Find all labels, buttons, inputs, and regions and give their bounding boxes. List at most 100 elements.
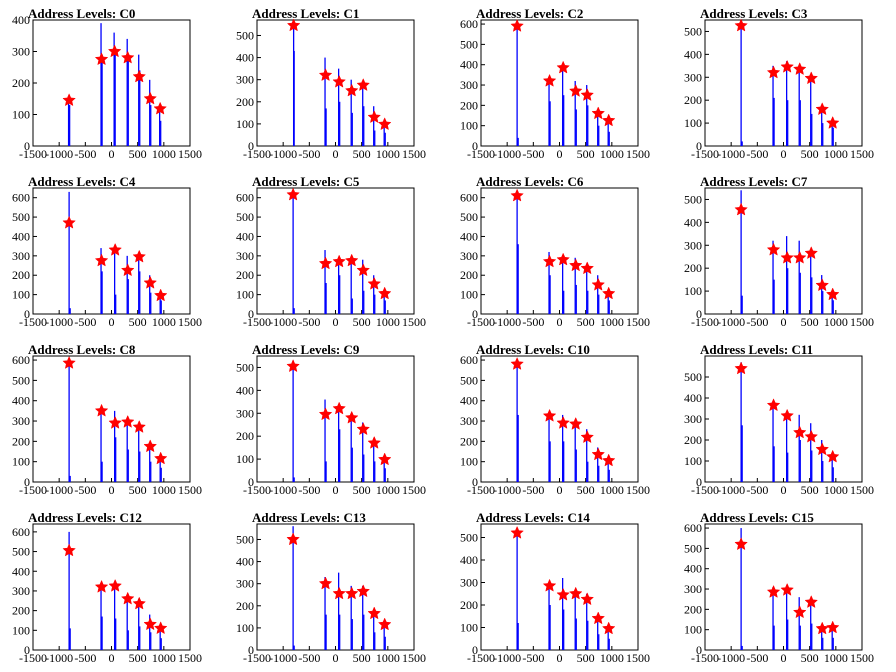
x-tick-label: -500 [746,147,768,161]
y-tick-label: 100 [460,621,478,635]
peak-marker [377,452,392,466]
y-tick-label: 500 [236,532,254,546]
peak-marker [143,91,158,105]
peak-marker [94,403,109,417]
chart-panel: Address Levels: C15 0 100 200 300 400 500 600 -1… [684,510,874,665]
y-tick-label: 0 [24,643,30,657]
y-tick-label: 0 [472,475,478,489]
y-tick-label: 100 [684,623,702,637]
peak-marker [568,84,583,97]
peak-marker [792,62,807,76]
x-tick-label: 500 [129,483,147,497]
x-tick-label: 1500 [178,651,202,665]
plot-frame [32,19,191,147]
y-tick-label: 100 [12,455,30,469]
chart-panel: Address Levels: C10100200300400500-1500-… [236,6,426,161]
y-tick-label: 200 [236,268,254,282]
x-tick-label: 1500 [402,147,426,161]
peak-marker [143,617,158,631]
y-tick-label: 0 [248,307,254,321]
peak-marker [568,416,583,430]
x-tick-label: -1500 [467,483,495,497]
chart-title: Address Levels: C3 [700,6,808,21]
x-tick-label: 500 [577,147,595,161]
peak-marker [804,71,819,85]
y-tick-label: 600 [460,17,478,31]
peak-marker [542,408,557,422]
x-tick-label: -1000 [269,483,297,497]
chart-title: Address Levels: C0 [28,6,135,21]
peak-marker [568,258,583,272]
x-tick-label: -1500 [243,315,271,329]
y-tick-label: 0 [696,475,702,489]
peak-marker [94,52,109,66]
x-tick-label: -500 [74,315,96,329]
y-tick-label: 600 [12,353,30,367]
x-tick-label: 500 [353,651,371,665]
y-tick-label: 400 [460,58,478,72]
y-tick-label: 500 [12,373,30,387]
x-tick-label: 0 [781,315,787,329]
peak-marker [580,592,595,606]
x-tick-label: -500 [298,147,320,161]
peak-marker [601,453,616,467]
y-tick-label: 500 [236,28,254,42]
y-tick-label: 400 [684,562,702,576]
chart-panel: Address Levels: C14 0 100 200 300 400 500 -1500… [460,510,650,665]
y-tick-label: 200 [684,93,702,107]
x-tick-label: 1500 [850,315,874,329]
x-tick-label: 1500 [402,483,426,497]
x-tick-label: -1500 [467,147,495,161]
x-tick-label: -1500 [19,651,47,665]
peak-marker [318,68,333,82]
x-tick-label: 500 [353,483,371,497]
chart-title: Address Levels: C1 [252,6,359,21]
peak-marker [580,88,595,101]
peak-marker [825,287,840,301]
chart-title: Address Levels: C10 [476,342,590,357]
plot-frame [480,523,639,651]
peak-marker [108,242,122,256]
y-tick-label: 0 [472,643,478,657]
x-tick-label: 1000 [824,147,848,161]
y-tick-label: 300 [12,249,30,263]
peak-marker [332,74,346,88]
y-tick-label: 600 [12,525,30,539]
plot-frame [480,187,639,315]
y-tick-label: 0 [24,475,30,489]
peak-marker [780,582,794,596]
chart-panel: Address Levels: C70100200300400500-1500-… [684,174,874,329]
y-tick-label: 100 [12,108,30,122]
peak-marker [356,584,371,598]
chart-title: Address Levels: C11 [700,342,813,357]
x-tick-label: -1500 [691,651,719,665]
y-tick-label: 500 [684,370,702,384]
x-tick-label: -1000 [717,147,745,161]
x-tick-label: -1000 [269,315,297,329]
plot-frame [704,523,863,651]
x-tick-label: 1000 [824,483,848,497]
peak-marker [792,605,807,619]
peak-marker [792,250,807,264]
y-tick-label: 300 [460,78,478,92]
y-tick-label: 300 [236,577,254,591]
plot-frame [256,187,415,315]
plot-frame [704,187,863,315]
x-tick-label: -500 [298,651,320,665]
y-tick-label: 0 [472,307,478,321]
x-tick-label: -1000 [493,483,521,497]
peak-marker [344,410,359,424]
chart-panel: Address Levels: C0 0 100 200 300 400 -1500-100… [12,6,202,161]
x-tick-label: 1500 [402,315,426,329]
y-tick-label: 0 [696,643,702,657]
x-tick-label: 1000 [376,147,400,161]
peak-marker [62,543,76,557]
y-tick-label: 400 [236,51,254,65]
plot-frame [32,187,191,315]
x-tick-label: -1000 [493,315,521,329]
peak-marker [780,408,794,422]
y-tick-label: 600 [460,353,478,367]
chart-panel: Address Levels: C2 0 100 200 300 400 500 600 -15… [460,6,650,161]
peak-marker [568,586,583,600]
y-tick-label: 100 [12,288,30,302]
